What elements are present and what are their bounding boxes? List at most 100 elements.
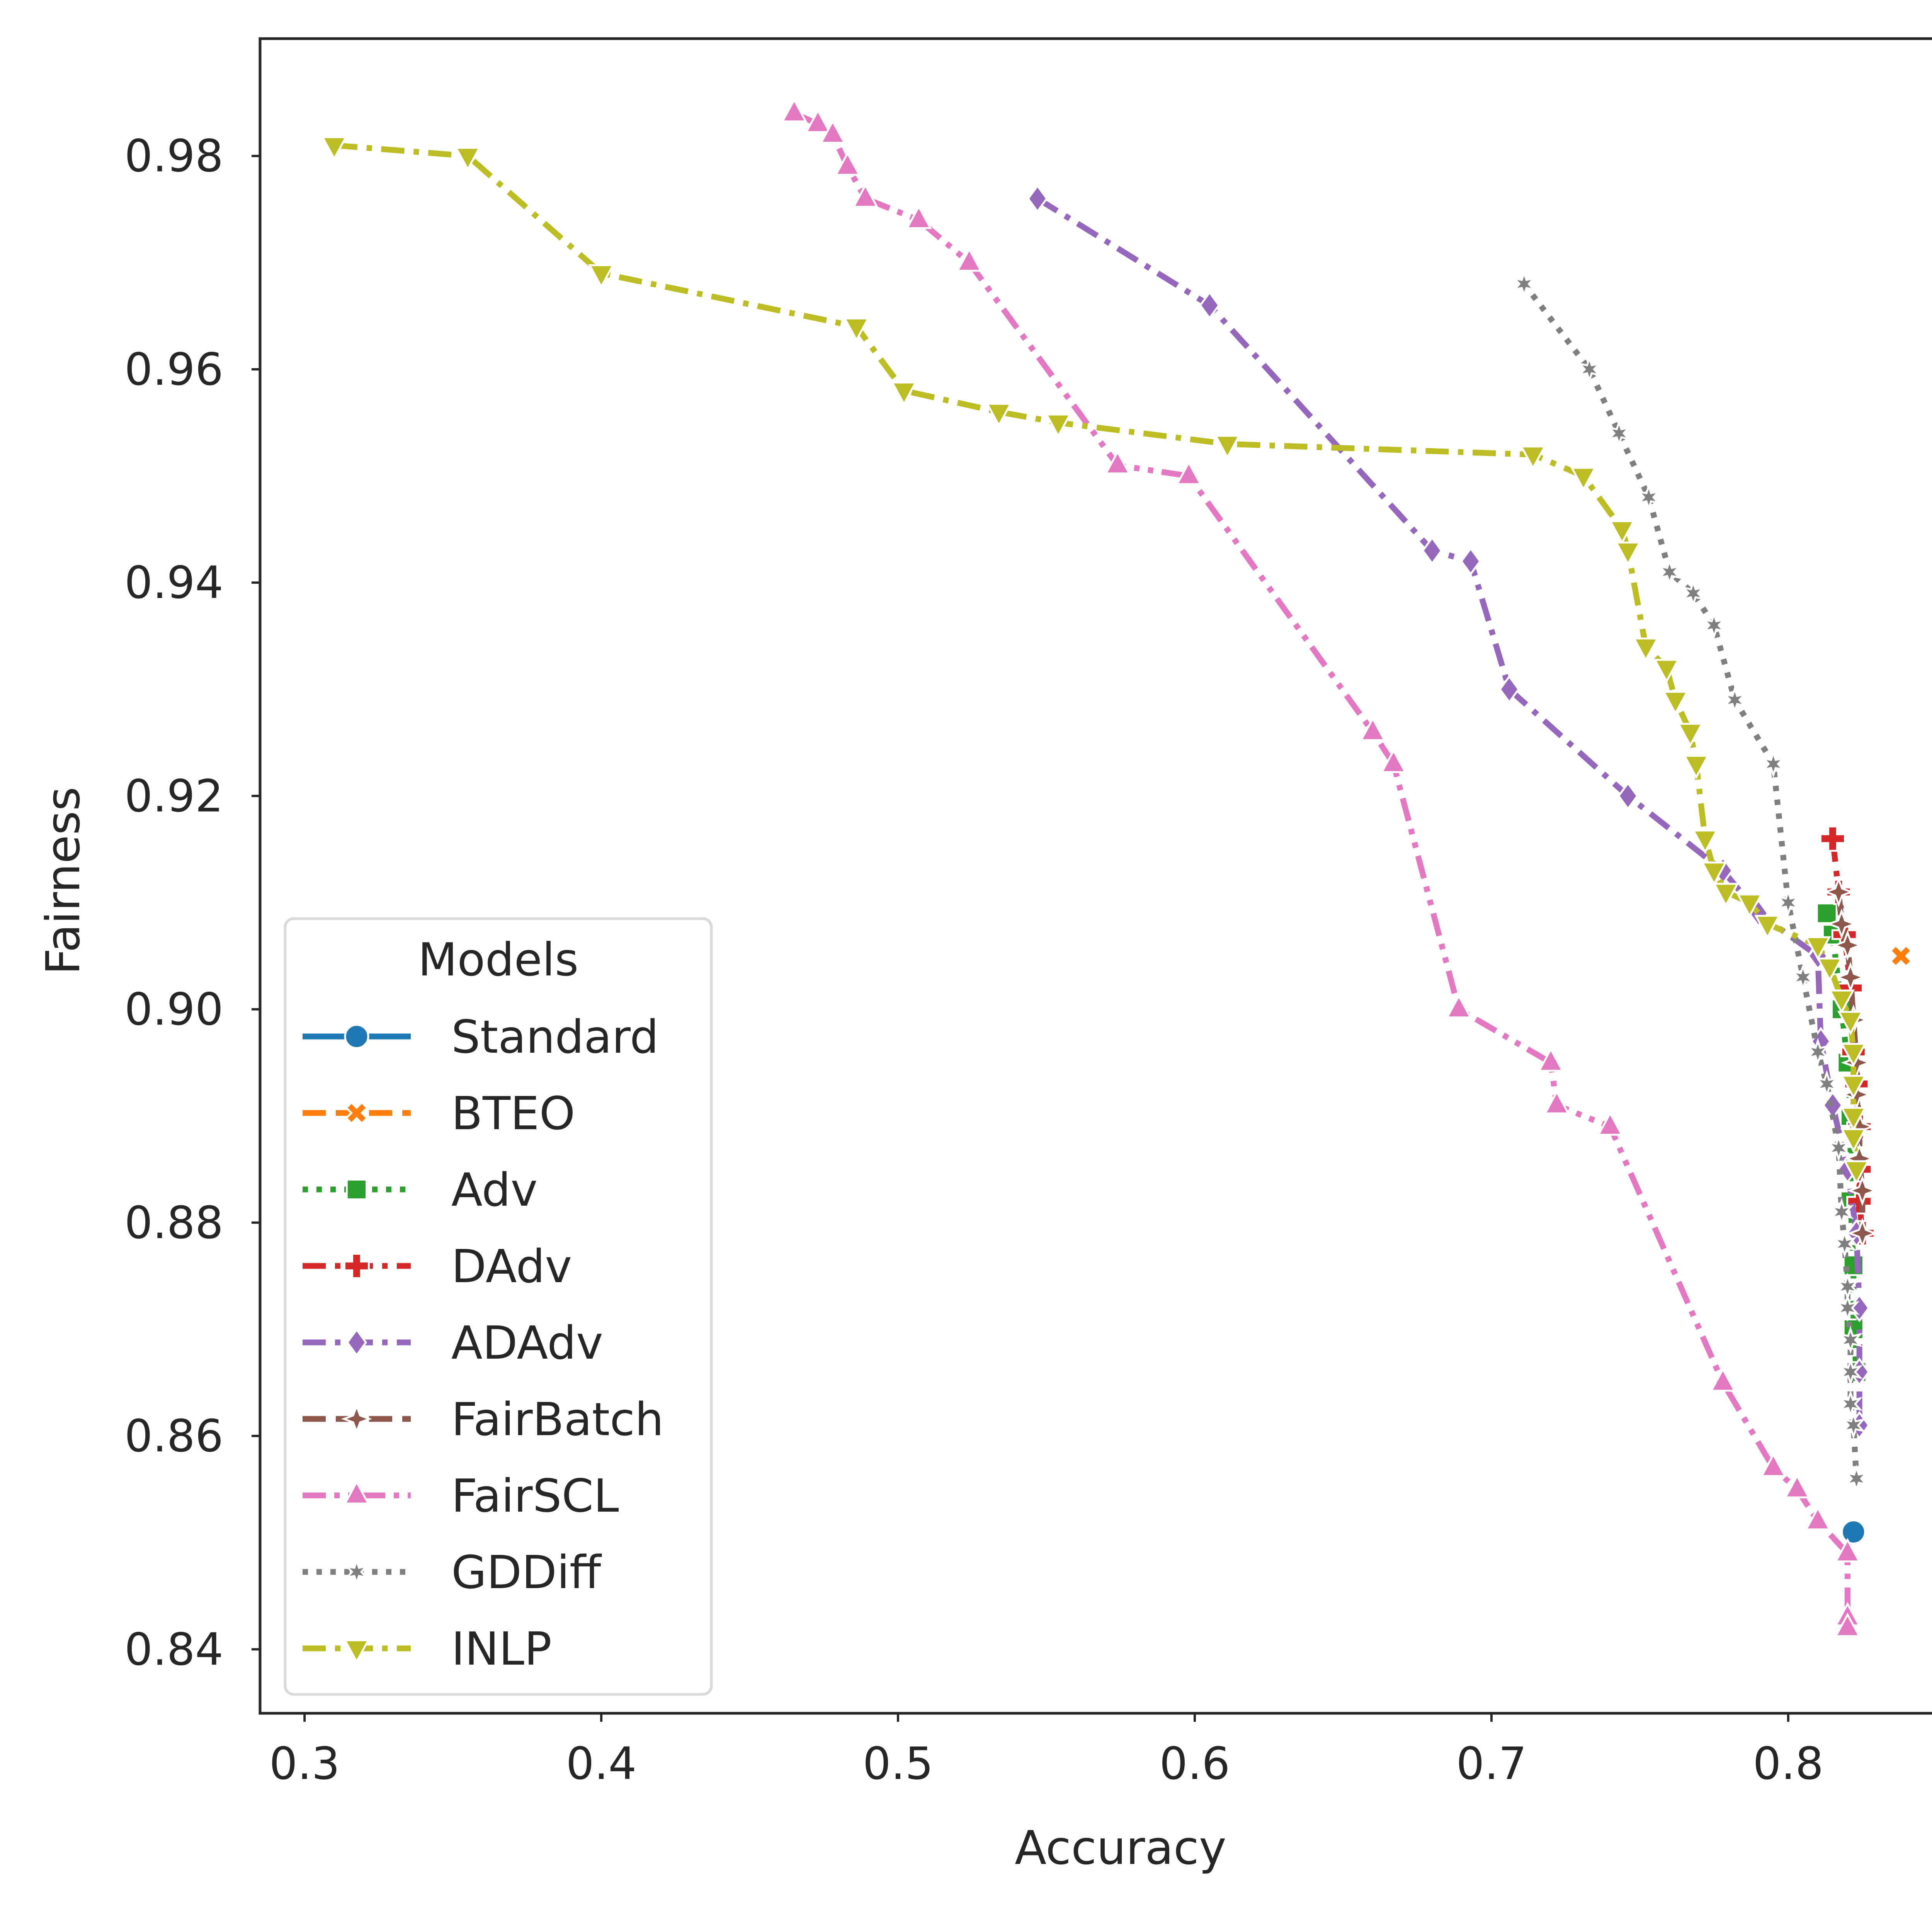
legend-label-fairscl: FairSCL (451, 1469, 619, 1522)
data-point-fairscl-14 (1597, 1111, 1624, 1136)
legend-marker-fairbatch (341, 1403, 372, 1435)
x-tick-label: 0.7 (1456, 1738, 1527, 1790)
legend-marker-inlp (343, 1639, 370, 1664)
data-point-gddiff-15 (1832, 1230, 1857, 1258)
data-point-inlp-3 (843, 318, 870, 342)
data-point-gddiff-14 (1829, 1198, 1854, 1226)
data-point-inlp-19 (1713, 883, 1739, 907)
data-point-standard-0 (1841, 1519, 1866, 1545)
data-point-inlp-9 (1570, 467, 1597, 491)
data-point-inlp-17 (1692, 829, 1719, 854)
data-point-gddiff-22 (1844, 1464, 1869, 1493)
x-tick-label: 0.3 (269, 1738, 340, 1790)
data-point-bteo-0 (1889, 944, 1913, 968)
data-point-fairscl-0 (781, 98, 808, 122)
y-tick-label: 0.88 (124, 1197, 223, 1249)
data-point-gddiff-6 (1702, 611, 1726, 640)
data-point-inlp-29 (1840, 1128, 1867, 1153)
legend-marker-dadv (344, 1253, 370, 1279)
data-point-fairscl-17 (1784, 1474, 1811, 1498)
data-point-gddiff-11 (1806, 1038, 1830, 1066)
data-point-gddiff-21 (1841, 1411, 1866, 1439)
data-point-inlp-14 (1662, 691, 1689, 715)
data-point-inlp-18 (1701, 861, 1728, 886)
y-tick-label: 0.86 (124, 1410, 223, 1462)
data-point-gddiff-8 (1761, 750, 1786, 778)
legend-label-adadv: ADAdv (451, 1316, 603, 1369)
data-point-gddiff-10 (1791, 963, 1815, 992)
data-point-inlp-2 (588, 264, 615, 289)
legend-marker-fairscl (343, 1480, 370, 1505)
data-point-gddiff-0 (1512, 270, 1536, 298)
data-point-inlp-8 (1520, 445, 1546, 470)
x-tick-label: 0.5 (863, 1738, 934, 1790)
y-tick-label: 0.94 (124, 557, 223, 609)
legend-marker-bteo (345, 1101, 369, 1125)
data-point-gddiff-12 (1815, 1070, 1839, 1098)
data-point-fairbatch-9 (1847, 1175, 1878, 1206)
data-point-adv-0 (1816, 902, 1838, 924)
y-tick-label: 0.90 (124, 984, 223, 1036)
legend-label-gddiff: GDDiff (451, 1546, 602, 1599)
legend-label-adv: Adv (451, 1163, 537, 1216)
legend: Models Standard BTEO Adv DAdv ADAdv FairBatch F… (284, 917, 713, 1696)
x-tick-label: 0.6 (1160, 1738, 1230, 1790)
y-tick-label: 0.96 (124, 344, 223, 396)
data-point-inlp-26 (1840, 1043, 1867, 1067)
legend-marker-adadv (346, 1328, 367, 1357)
data-point-gddiff-2 (1607, 419, 1631, 448)
data-point-inlp-23 (1816, 957, 1843, 982)
data-point-fairscl-21 (1834, 1612, 1861, 1637)
series-gddiff (1512, 270, 1869, 1493)
legend-marker-adv (346, 1179, 367, 1200)
data-point-fairscl-1 (804, 109, 831, 133)
data-point-adadv-1 (1199, 291, 1220, 320)
data-point-inlp-6 (1045, 413, 1071, 438)
data-point-dadv-0 (1820, 825, 1846, 852)
data-point-gddiff-18 (1838, 1326, 1863, 1354)
data-point-inlp-24 (1828, 989, 1855, 1014)
legend-label-dadv: DAdv (451, 1240, 572, 1293)
data-point-inlp-30 (1843, 1160, 1870, 1185)
data-point-inlp-12 (1633, 637, 1659, 662)
data-point-gddiff-7 (1723, 686, 1747, 714)
x-tick-label: 0.4 (566, 1738, 637, 1790)
data-point-inlp-27 (1840, 1075, 1867, 1099)
legend-marker-gddiff (344, 1558, 369, 1586)
data-point-inlp-7 (1214, 435, 1241, 459)
series-inlp (321, 136, 1870, 1185)
data-point-inlp-10 (1609, 520, 1635, 545)
data-point-inlp-21 (1754, 915, 1781, 940)
legend-label-standard: Standard (451, 1010, 659, 1064)
data-point-fairbatch-1 (1826, 908, 1857, 940)
data-point-inlp-16 (1683, 755, 1709, 780)
data-point-fairscl-10 (1380, 748, 1407, 773)
data-point-gddiff-20 (1838, 1390, 1863, 1418)
legend-label-fairbatch: FairBatch (451, 1393, 664, 1446)
data-point-adadv-2 (1422, 536, 1443, 565)
y-tick-label: 0.98 (124, 131, 223, 182)
data-point-gddiff-3 (1636, 483, 1661, 511)
data-point-fairscl-12 (1537, 1047, 1564, 1072)
data-point-gddiff-19 (1838, 1357, 1863, 1386)
data-point-inlp-22 (1804, 936, 1831, 961)
data-point-fairscl-18 (1804, 1506, 1831, 1531)
data-point-inlp-28 (1840, 1107, 1867, 1131)
data-point-inlp-11 (1614, 541, 1641, 566)
y-tick-label: 0.84 (124, 1624, 223, 1675)
legend-title: Models (418, 933, 579, 986)
legend-label-bteo: BTEO (451, 1087, 575, 1140)
data-point-gddiff-4 (1657, 558, 1682, 586)
legend-marker-standard (344, 1024, 369, 1049)
data-point-fairscl-16 (1760, 1453, 1787, 1477)
series-bteo (1889, 944, 1913, 968)
data-point-gddiff-5 (1681, 579, 1706, 608)
data-point-inlp-0 (321, 136, 348, 161)
data-point-inlp-13 (1653, 659, 1680, 683)
data-point-fairscl-9 (1359, 716, 1386, 741)
y-tick-label: 0.92 (124, 770, 223, 822)
data-point-adadv-0 (1027, 184, 1048, 213)
data-point-inlp-25 (1837, 1011, 1864, 1036)
